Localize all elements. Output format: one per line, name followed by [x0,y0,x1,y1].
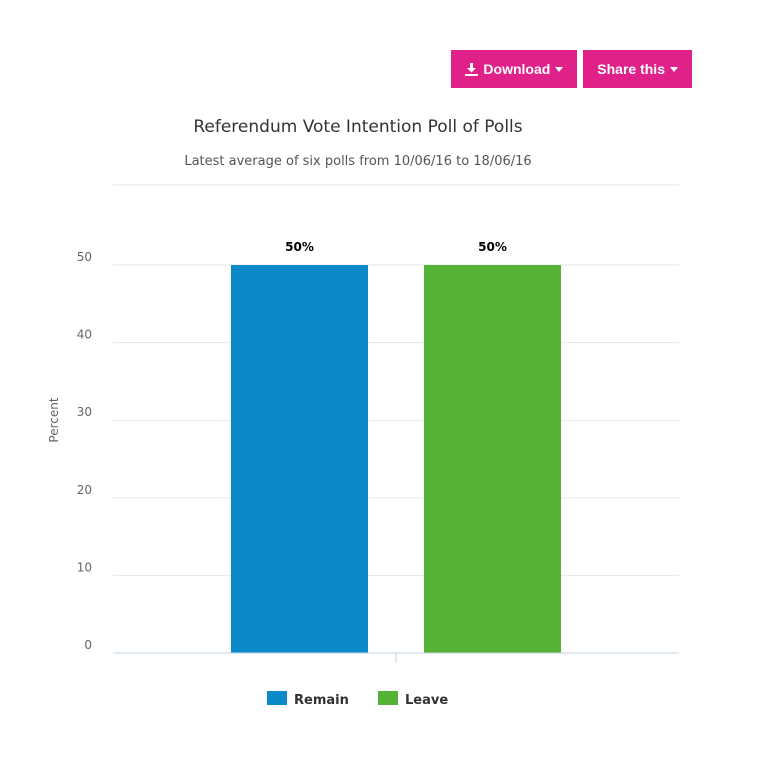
legend-swatch-leave [378,691,398,705]
y-tick-label: 20 [77,483,92,497]
legend-label: Leave [405,693,448,708]
y-tick-label: 40 [77,328,92,342]
caret-down-icon [555,66,564,72]
download-button[interactable]: Download [451,50,578,88]
bar-remain[interactable] [231,265,368,653]
share-button[interactable]: Share this [583,50,692,88]
legend-item-remain[interactable]: Remain [267,691,349,708]
download-label: Download [483,61,551,77]
data-label-leave: 50% [478,240,507,254]
grid [113,264,679,576]
caret-down-icon [670,66,678,72]
chart-title: Referendum Vote Intention Poll of Polls [193,117,522,137]
y-tick-label: 10 [77,560,92,574]
data-label-remain: 50% [285,240,314,254]
y-tick-label: 30 [77,405,92,419]
y-tick-label: 0 [84,638,92,652]
legend: Remain Leave [267,691,448,708]
legend-label: Remain [294,693,349,708]
bar-leave[interactable] [424,265,561,653]
data-labels: 50% 50% [285,240,507,254]
download-icon [465,62,479,76]
legend-item-leave[interactable]: Leave [378,691,448,708]
chart-subtitle: Latest average of six polls from 10/06/1… [184,154,531,169]
y-tick-label: 50 [77,250,92,264]
y-axis-label: Percent [47,397,61,442]
bars [231,265,561,653]
share-label: Share this [597,61,665,77]
y-axis-ticks: 0 10 20 30 40 50 [77,250,92,652]
legend-swatch-remain [267,691,287,705]
toolbar: Download Share this [451,50,692,88]
